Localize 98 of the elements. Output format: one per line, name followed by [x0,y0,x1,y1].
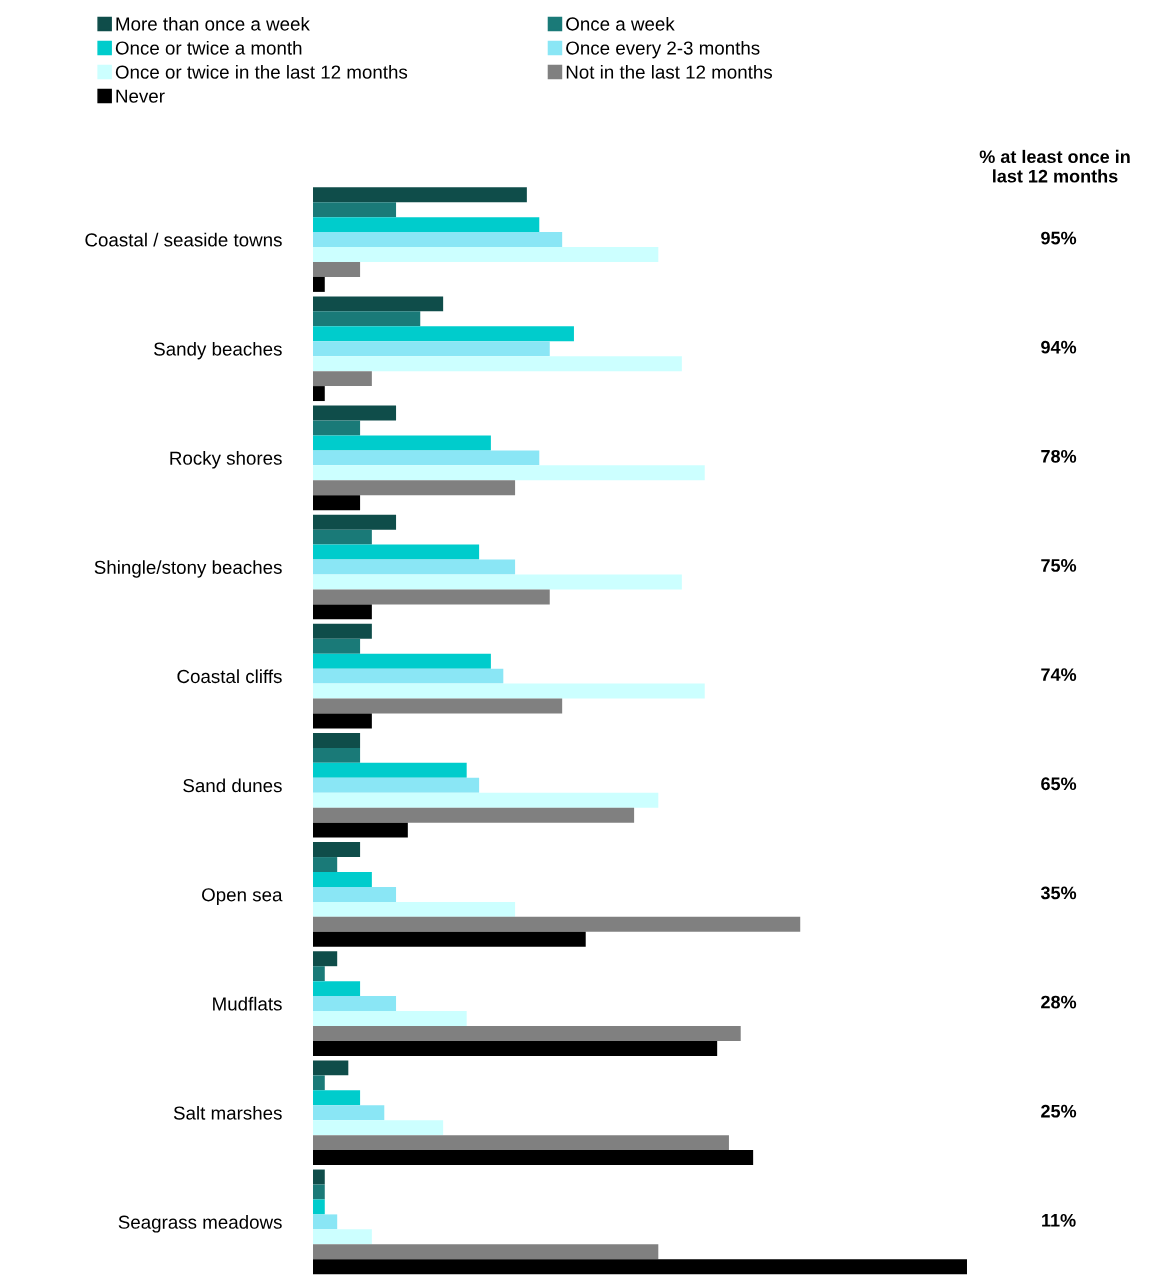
bar [313,1011,467,1027]
y-tick-label: Seagrass meadows [118,1215,282,1233]
bar [313,638,361,654]
bar [313,762,467,778]
legend-label: Once every 2-3 months [566,40,760,59]
bar [313,311,421,327]
text: 74% [1041,668,1077,681]
bar [313,326,574,342]
y-tick-label: Sand dunes [183,778,282,793]
y-tick-label: Coastal / seaside towns [85,232,282,247]
text: 65% [1041,777,1077,791]
bar [313,405,397,421]
text: 95% [1041,231,1077,245]
legend-label: Once or twice in the last 12 months [115,64,408,79]
bar [313,1214,338,1230]
text: 11% [1042,1213,1076,1227]
bar [313,341,550,357]
bar [313,544,480,560]
text: 28% [1041,995,1077,1009]
bar [313,931,586,947]
text: % at least once in last 12 months [979,149,1130,183]
bar [313,1229,372,1245]
bar [313,732,361,748]
bar [313,668,504,684]
bar [313,296,444,312]
bar [313,807,635,823]
bar [313,966,325,982]
bar [313,1040,718,1056]
bar [313,514,397,530]
bar [313,276,325,292]
bar [313,495,361,511]
bar [313,529,372,545]
text: 35% [1040,886,1077,900]
text: 78% [1041,449,1077,463]
bar [313,1060,349,1076]
bar [313,653,491,669]
bar [313,386,325,402]
bar [313,1169,325,1185]
bar [313,1026,741,1041]
bar [313,1259,967,1275]
y-tick-label: Coastal cliffs [177,669,282,684]
bar [313,356,682,372]
bar [313,465,705,481]
bar [313,1090,361,1106]
y-tick-label: Mudflats [213,996,282,1011]
bar [313,371,372,387]
bar [313,1135,729,1151]
bar [313,589,550,605]
bar [313,217,540,233]
bar [313,1075,325,1091]
legend-label: Never [116,89,165,103]
legend-label: Once or twice a month [115,40,302,55]
legend-label: More than once a week [116,16,310,31]
bar [313,1150,754,1166]
bar [313,713,372,729]
bar [313,202,397,218]
bar [313,777,480,793]
bar [313,604,372,620]
legend-label: Once a week [566,16,675,31]
bar [313,683,705,699]
y-tick-label: Shingle/stony beaches [94,560,282,578]
y-tick-label: Salt marshes [173,1105,282,1120]
bar [313,420,361,436]
bar [313,187,527,203]
bar [313,747,361,763]
bar [313,951,338,967]
bar [313,559,516,575]
bar [313,698,563,714]
text: 75% [1041,559,1077,572]
bar [313,435,491,451]
bar [313,1244,659,1260]
bar [313,981,361,997]
bar [313,996,397,1012]
bar [313,857,338,873]
bar [313,480,516,496]
bar [313,1184,325,1200]
bar [313,1105,385,1121]
y-tick-label: Open sea [202,888,283,906]
y-tick-label: Rocky shores [170,451,282,469]
legend-label: Not in the last 12 months [566,64,773,79]
text: 25% [1041,1104,1077,1118]
bar [313,916,801,932]
bar [313,574,682,590]
bar [313,842,361,858]
bar [313,901,516,917]
bar [313,232,563,248]
bar [313,886,397,902]
bar [313,792,659,808]
bar [313,262,361,277]
y-tick-label: Sandy beaches [154,341,282,360]
bar [313,247,659,262]
bar [313,872,372,887]
bar [313,450,540,466]
bar [313,1120,444,1136]
text: 94% [1041,340,1077,354]
bar [313,1199,325,1215]
bar [313,623,372,639]
bar [313,822,408,838]
